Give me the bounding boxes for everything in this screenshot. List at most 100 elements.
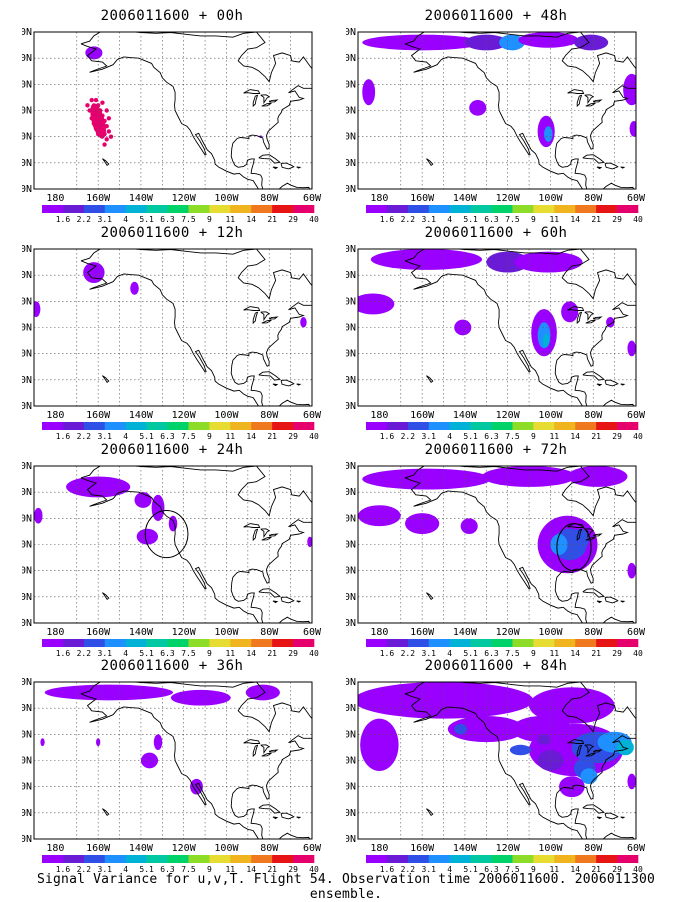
colorbar-swatch	[449, 205, 471, 213]
longitude-label: 80W	[584, 843, 603, 854]
colorbar-label: 1.6	[380, 215, 395, 224]
coastline	[230, 466, 312, 623]
latitude-label: 20N	[22, 158, 32, 169]
longitude-label: 80W	[584, 627, 603, 638]
observation-mark	[98, 108, 103, 113]
observation-mark	[106, 116, 112, 121]
variance-region	[571, 528, 589, 550]
coastline	[576, 311, 583, 325]
colorbar-swatch	[125, 422, 147, 430]
colorbar-swatch	[386, 639, 409, 647]
coastline	[243, 89, 261, 94]
colorbar-swatch	[533, 639, 555, 647]
latitude-label: 60N	[346, 53, 356, 64]
coastline	[280, 379, 295, 387]
coastline	[596, 383, 603, 387]
observation-mark	[87, 108, 92, 113]
colorbar-swatch	[428, 205, 450, 213]
coastline	[296, 166, 302, 169]
colorbar: 1.6 2.2 3.1 4 5.1 6.3 7.5 9 11 14 21 29 40	[42, 855, 319, 874]
longitude-label: 140W	[453, 627, 478, 638]
observation-mark	[85, 103, 90, 108]
latitude-label: 50N	[346, 729, 356, 740]
coastline	[620, 816, 626, 819]
coastline	[272, 816, 279, 820]
variance-region	[358, 293, 395, 315]
variance-region	[454, 723, 468, 735]
latitude-label: 30N	[346, 566, 356, 577]
colorbar-swatch	[617, 639, 639, 647]
coastline	[268, 316, 279, 320]
coastline	[230, 682, 312, 839]
latitude-label: 60N	[22, 270, 32, 281]
coastline	[592, 316, 603, 320]
coastline	[604, 596, 619, 604]
longitude-label: 160W	[86, 193, 111, 204]
longitude-label: 180	[370, 843, 388, 854]
latitude-label: 30N	[22, 566, 32, 577]
longitude-label: 100W	[214, 410, 239, 421]
coastline	[604, 162, 619, 170]
coastline	[567, 306, 585, 311]
colorbar-swatch	[125, 639, 147, 647]
colorbar-swatch	[428, 639, 450, 647]
colorbar-swatch	[470, 422, 492, 430]
coastline	[585, 102, 596, 107]
latitude-label: 20N	[22, 375, 32, 386]
colorbar: 1.6 2.2 3.1 4 5.1 6.3 7.5 9 11 14 21 29 40	[366, 639, 643, 658]
longitude-label: 100W	[214, 193, 239, 204]
colorbar-swatch	[230, 855, 252, 863]
forecast-panel-12h: 2006011600 + 12h 70N 60N 50N 40N 30N 20N 10N 18…	[22, 225, 322, 441]
longitude-label: 120W	[172, 843, 197, 854]
coastline	[620, 383, 626, 386]
colorbar-swatch	[125, 205, 147, 213]
variance-region	[300, 317, 307, 328]
colorbar-swatch	[42, 855, 64, 863]
variance-region	[623, 73, 636, 106]
colorbar-label: 40	[309, 865, 319, 874]
colorbar-swatch	[230, 639, 252, 647]
colorbar-swatch	[407, 639, 430, 647]
longitude-label: 160W	[86, 843, 111, 854]
figure-caption: Signal Variance for u,v,T. Flight 54. Ob…	[36, 872, 656, 902]
latitude-label: 70N	[22, 462, 32, 472]
longitude-label: 80W	[260, 193, 279, 204]
colorbar-label: 7.5	[181, 432, 196, 441]
observation-mark	[89, 116, 94, 121]
coastline	[404, 466, 581, 479]
colorbar-swatch	[209, 422, 231, 430]
coastline	[404, 477, 635, 623]
variance-region	[362, 468, 491, 490]
longitude-label: 140W	[453, 193, 478, 204]
colorbar-swatch	[512, 639, 534, 647]
colorbar-swatch	[188, 855, 210, 863]
colorbar-swatch	[42, 422, 64, 430]
latitude-label: 30N	[22, 132, 32, 143]
colorbar-swatch	[554, 639, 576, 647]
map-frame	[33, 31, 313, 190]
longitude-label: 60W	[627, 843, 646, 854]
coastline	[592, 99, 603, 103]
colorbar-label: 14	[246, 432, 256, 441]
colorbar-label: 3.1	[98, 432, 113, 441]
forecast-panel-36h: 2006011600 + 36h 70N 60N 50N 40N 30N 20N 10N 18…	[22, 658, 322, 874]
colorbar-label: 21	[591, 865, 601, 874]
colorbar-label: 29	[612, 432, 622, 441]
colorbar-swatch	[293, 422, 315, 430]
colorbar-label: 7.5	[505, 649, 520, 658]
colorbar-swatch	[293, 205, 315, 213]
variance-region	[627, 562, 636, 579]
latitude-label: 20N	[346, 592, 356, 603]
colorbar-swatch	[83, 855, 106, 863]
coastline	[596, 600, 603, 604]
coastline	[80, 477, 311, 623]
coastline	[426, 375, 434, 384]
coastline	[620, 166, 626, 169]
colorbar-label: 5.1	[139, 215, 154, 224]
colorbar-label: 2.2	[77, 649, 92, 658]
latitude-label: 70N	[346, 462, 356, 472]
colorbar-label: 29	[288, 432, 298, 441]
observation-mark	[100, 126, 105, 132]
colorbar-swatch	[125, 855, 147, 863]
longitude-label: 140W	[129, 627, 154, 638]
